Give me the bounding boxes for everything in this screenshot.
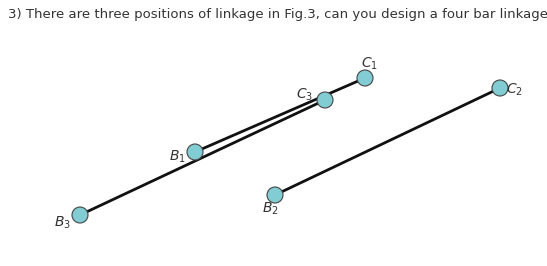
Text: $B_1$: $B_1$	[168, 149, 185, 165]
Circle shape	[72, 207, 88, 223]
Text: $C_1$: $C_1$	[360, 56, 377, 72]
Circle shape	[267, 187, 283, 203]
Text: $C_3$: $C_3$	[296, 87, 313, 103]
Text: 3) There are three positions of linkage in Fig.3, can you design a four bar link: 3) There are three positions of linkage …	[8, 8, 547, 21]
Text: $C_2$: $C_2$	[505, 82, 522, 98]
Text: $B_3$: $B_3$	[54, 215, 71, 231]
Circle shape	[357, 70, 373, 86]
Circle shape	[187, 144, 203, 160]
Text: $B_2$: $B_2$	[261, 201, 278, 217]
Circle shape	[317, 92, 333, 108]
Circle shape	[492, 80, 508, 96]
